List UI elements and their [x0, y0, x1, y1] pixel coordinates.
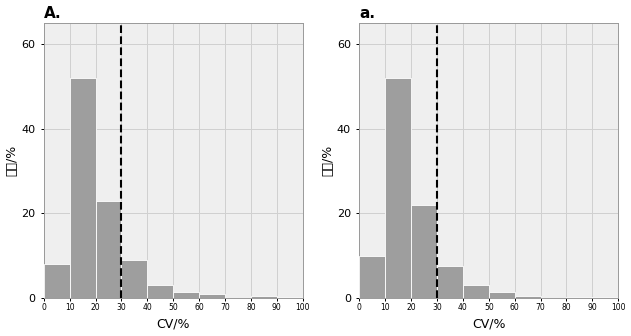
- Bar: [174, 292, 199, 298]
- Y-axis label: 频率/%: 频率/%: [6, 145, 18, 176]
- Bar: [385, 78, 411, 298]
- Y-axis label: 频率/%: 频率/%: [321, 145, 334, 176]
- Bar: [44, 264, 69, 298]
- Text: a.: a.: [359, 6, 375, 20]
- Bar: [148, 285, 174, 298]
- X-axis label: CV/%: CV/%: [156, 318, 190, 330]
- Bar: [593, 297, 618, 298]
- Bar: [463, 285, 489, 298]
- Bar: [411, 205, 437, 298]
- Text: A.: A.: [44, 6, 61, 20]
- Bar: [199, 294, 225, 298]
- Bar: [359, 256, 385, 298]
- Bar: [69, 78, 95, 298]
- Bar: [251, 296, 277, 298]
- Bar: [489, 292, 515, 298]
- Bar: [277, 297, 303, 298]
- Bar: [567, 297, 593, 298]
- Bar: [121, 260, 148, 298]
- Bar: [437, 266, 463, 298]
- Bar: [515, 296, 541, 298]
- Bar: [95, 201, 121, 298]
- X-axis label: CV/%: CV/%: [472, 318, 505, 330]
